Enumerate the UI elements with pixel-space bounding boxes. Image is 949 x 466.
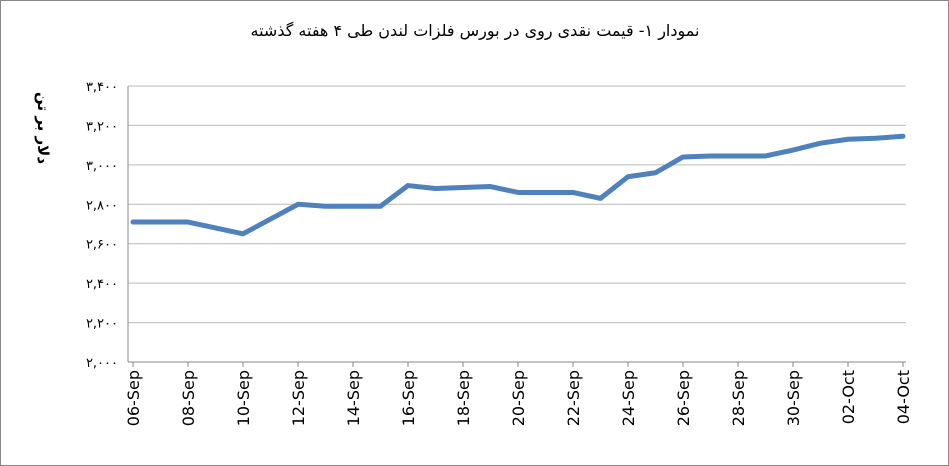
x-tick-label: 22-Sep [564,370,583,426]
x-tick-label: 18-Sep [454,370,473,426]
y-tick-label: ۲,۸۰۰ [86,198,118,213]
x-tick-label: 30-Sep [784,370,803,426]
y-axis-label: دلار بر تن [34,92,52,164]
x-tick-label: 04-Oct [894,370,913,424]
x-tick-label: 14-Sep [344,370,363,426]
y-tick-label: ۲,۶۰۰ [86,238,118,253]
x-tick-label: 06-Sep [124,370,143,426]
y-tick-label: ۲,۴۰۰ [86,277,118,292]
y-tick-label: ۳,۲۰۰ [86,119,118,134]
x-tick-label: 08-Sep [179,370,198,426]
data-line [130,133,906,237]
x-tick-label: 20-Sep [509,370,528,426]
x-tick-label: 02-Oct [839,370,858,424]
x-tick-label: 26-Sep [674,370,693,426]
x-tick-label: 12-Sep [289,370,308,426]
y-tick-label: ۲,۰۰۰ [86,356,118,371]
y-tick-label: ۳,۰۰۰ [86,159,118,174]
x-tick-label: 24-Sep [619,370,638,426]
x-tick-label: 16-Sep [399,370,418,426]
x-tick-label: 10-Sep [234,370,253,426]
y-tick-label: ۳,۴۰۰ [86,80,118,95]
chart-title: نمودار ۱- قیمت نقدی روی در بورس فلزات لن… [251,21,700,41]
x-tick-label: 28-Sep [729,370,748,426]
y-tick-label: ۲,۲۰۰ [86,317,118,332]
